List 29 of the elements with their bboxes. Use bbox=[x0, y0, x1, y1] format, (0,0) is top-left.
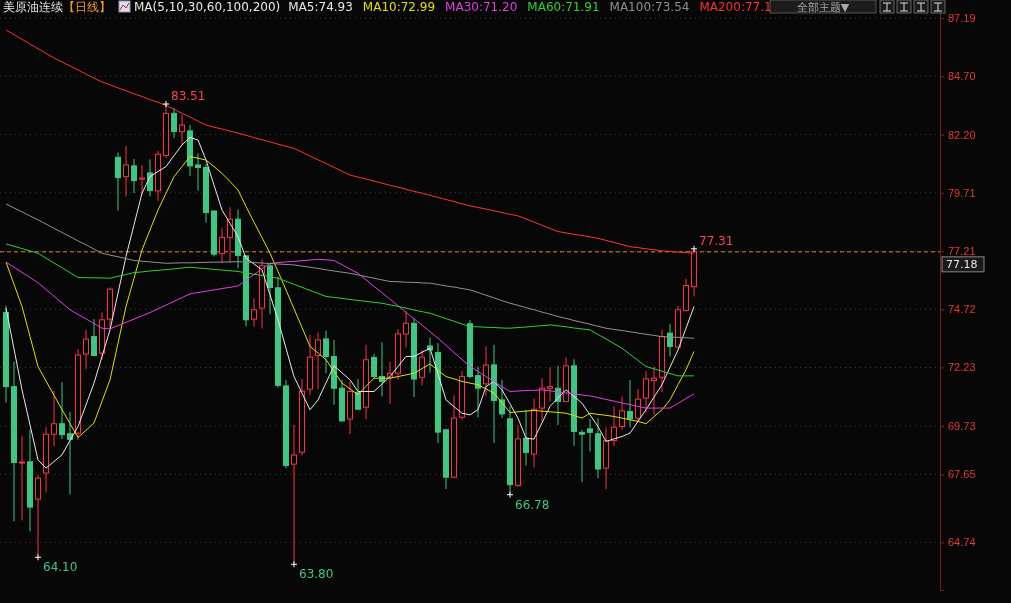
chart-subtitle: 【日线】 bbox=[63, 0, 111, 14]
text: 77.31 bbox=[699, 233, 734, 248]
line-series bbox=[5, 156, 695, 438]
y-tick-label: 67.65 bbox=[948, 468, 976, 481]
ref-line-label: 77.18 bbox=[946, 257, 978, 271]
chart-title: 美原油连续 bbox=[3, 0, 63, 14]
annotation: 64.10 bbox=[43, 560, 78, 575]
text: MA100:73.54 bbox=[609, 0, 690, 14]
line-series bbox=[5, 136, 695, 469]
y-tick-label: 69.73 bbox=[948, 419, 976, 432]
y-tick-label: 84.70 bbox=[948, 70, 976, 83]
y-tick-label: 77.21 bbox=[948, 245, 976, 258]
text: MA200:77.1 bbox=[699, 0, 772, 14]
text: MA10:72.99 bbox=[362, 0, 436, 14]
annotation: 83.51 bbox=[171, 89, 206, 104]
y-tick-label: 64.74 bbox=[948, 536, 976, 549]
legend-title: MA(5,10,30,60,100,200) bbox=[134, 0, 281, 14]
line-series bbox=[5, 243, 695, 377]
text: MA5:74.93 bbox=[288, 0, 353, 14]
y-tick-label: 87.19 bbox=[948, 12, 976, 25]
annotation: 66.78 bbox=[515, 497, 550, 512]
text: MA60:71.91 bbox=[527, 0, 600, 14]
text: 全部主题▼ bbox=[796, 1, 850, 14]
y-tick-label: 72.23 bbox=[948, 361, 976, 374]
y-tick-label: 79.71 bbox=[948, 186, 976, 199]
annotation: 63.80 bbox=[299, 567, 334, 582]
y-tick-label: 82.20 bbox=[948, 128, 976, 141]
y-tick-label: 74.72 bbox=[948, 303, 976, 316]
text: MA30:71.20 bbox=[445, 0, 518, 14]
